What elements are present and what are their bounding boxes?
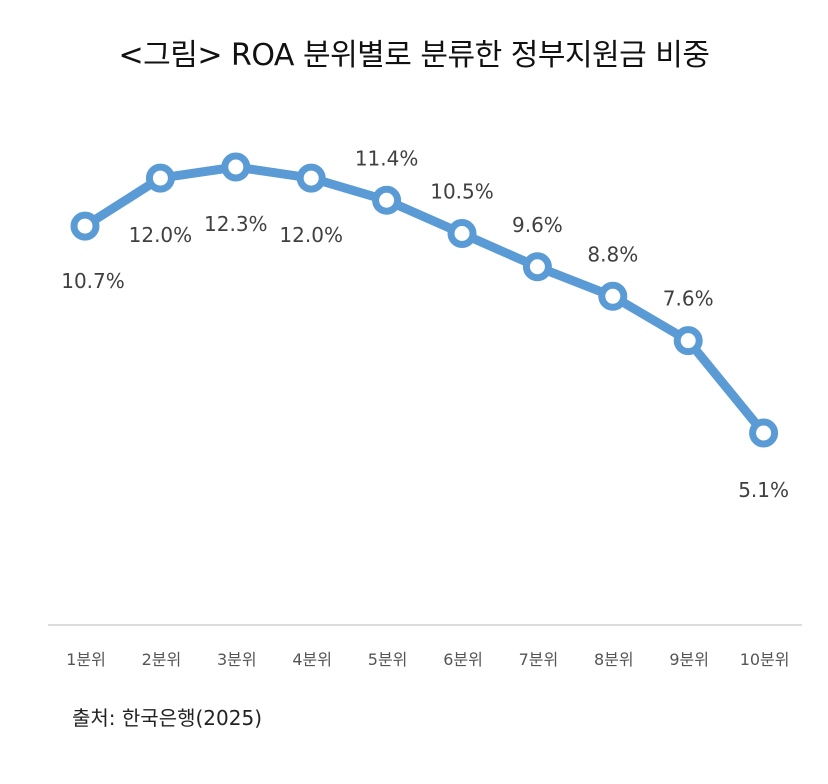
- x-tick-label: 2분위: [142, 650, 182, 669]
- data-label: 12.3%: [204, 212, 268, 236]
- data-point: [372, 185, 402, 215]
- data-point: [70, 211, 100, 241]
- data-labels: 10.7%12.0% 12.3% 12.0%11.4%10.5%9.6%8.8%7.…: [61, 146, 789, 502]
- x-tick-label: 7분위: [519, 650, 559, 669]
- series-line: [80, 162, 769, 438]
- data-label: 10.5%: [430, 180, 494, 204]
- data-point: [749, 418, 779, 448]
- x-tick-label: 9분위: [669, 650, 709, 669]
- x-tick-label: 8분위: [594, 650, 634, 669]
- data-label: 7.6%: [663, 287, 714, 311]
- data-label: 5.1%: [738, 478, 789, 502]
- data-point: [296, 163, 326, 193]
- x-tick-label: 1분위: [66, 650, 106, 669]
- x-tick-label: 3분위: [217, 650, 257, 669]
- data-label: 9.6%: [512, 213, 563, 237]
- data-label: 12.0%: [279, 223, 343, 247]
- series-layer: [70, 152, 779, 448]
- x-tick-labels: 1분위 2분위 3분위 4분위 5분위 6분위 7분위 8분위 9분위 10분위: [66, 650, 789, 669]
- data-label: 12.0%: [129, 223, 193, 247]
- data-point: [145, 163, 175, 193]
- chart-title: <그림> ROA 분위별로 분류한 정부지원금 비중: [118, 38, 710, 73]
- data-point: [522, 252, 552, 282]
- x-tick-label: 6분위: [443, 650, 483, 669]
- x-tick-label: 4분위: [292, 650, 332, 669]
- line-chart: 10.7%12.0% 12.3% 12.0%11.4%10.5%9.6%8.8%7.…: [48, 146, 802, 669]
- data-point: [221, 152, 251, 182]
- data-point: [447, 219, 477, 248]
- x-tick-label: 5분위: [368, 650, 408, 669]
- data-label: 10.7%: [61, 269, 125, 293]
- source-note: 출처: 한국은행(2025): [72, 706, 262, 730]
- data-label: 8.8%: [587, 242, 638, 266]
- data-label: 11.4%: [355, 146, 419, 170]
- data-point: [598, 281, 628, 311]
- data-point: [673, 326, 703, 356]
- x-tick-label: 10분위: [740, 650, 790, 669]
